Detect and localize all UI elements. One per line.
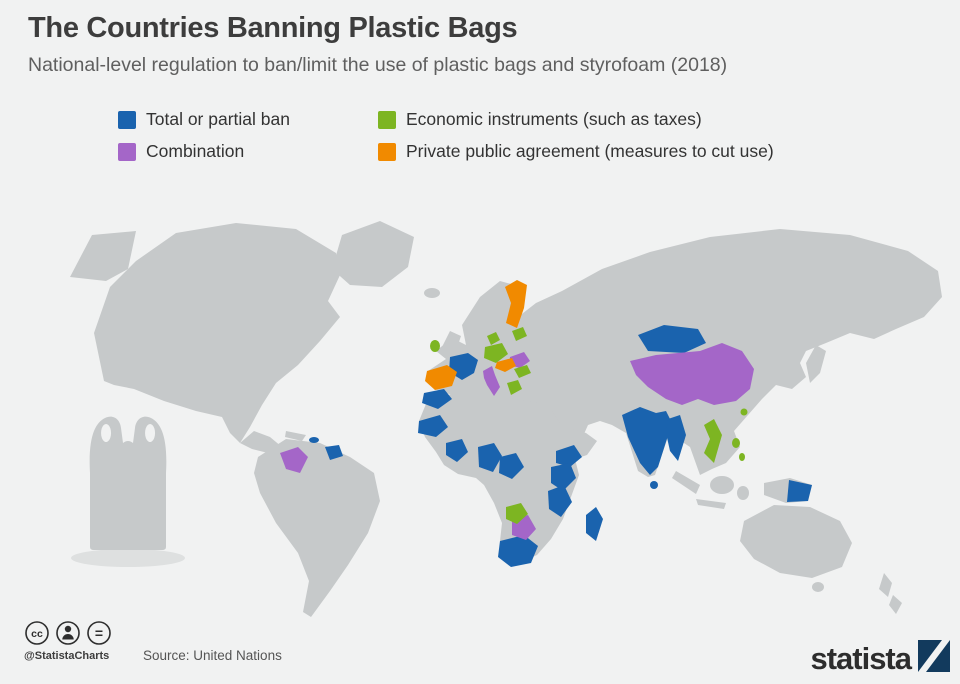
country-mauritania-senegal: [418, 415, 448, 437]
creative-commons-icons: cc =: [25, 621, 111, 645]
statista-logo-icon: [918, 640, 950, 672]
country-italy: [483, 366, 500, 396]
country-austria-hungary: [495, 358, 516, 372]
landmass-java: [696, 499, 726, 509]
landmass-north-america: [94, 223, 340, 443]
cc-by-icon: [56, 621, 80, 645]
cc-icon: [25, 621, 49, 645]
landmass-borneo: [710, 476, 734, 494]
landmass-iceland: [424, 288, 440, 298]
country-cote-divoire: [446, 439, 468, 462]
country-haiti: [309, 437, 319, 443]
country-philippines-north: [732, 438, 740, 448]
country-mongolia: [638, 325, 706, 353]
statista-wordmark: statista: [810, 641, 912, 677]
legend-item-private-public-agreement: Private public agreement (measures to cu…: [378, 141, 774, 162]
countries-total-or-partial-ban: [309, 325, 812, 567]
country-india: [622, 407, 672, 475]
country-morocco: [422, 389, 452, 409]
country-cameroon-gabon: [478, 443, 502, 472]
landmass-japan: [806, 345, 826, 383]
legend-swatch-private: [378, 142, 396, 161]
landmass-united-kingdom: [442, 331, 461, 355]
country-dr-congo: [499, 453, 524, 479]
legend-swatch-economic: [378, 110, 396, 129]
page-subtitle: National-level regulation to ban/limit t…: [28, 54, 728, 76]
statista-brand: statista: [810, 640, 950, 677]
landmass-greenland: [332, 221, 414, 287]
source-text: Source: United Nations: [143, 648, 282, 663]
country-bangladesh-myanmar: [666, 415, 686, 461]
legend-label: Private public agreement (measures to cu…: [406, 141, 774, 161]
country-mozambique-malawi: [548, 485, 572, 517]
country-sri-lanka: [650, 481, 658, 489]
legend-item-total-or-partial-ban: Total or partial ban: [118, 109, 290, 130]
landmass-new-zealand-north: [879, 573, 892, 597]
legend-item-combination: Combination: [118, 141, 244, 162]
country-zambia: [506, 503, 528, 524]
landmass-new-zealand-south: [889, 595, 902, 614]
countries-private-public-agreement: [425, 280, 527, 390]
cc-by-person-head: [64, 625, 72, 633]
plastic-bag-shadow: [71, 549, 185, 567]
cc-by-person-body: [62, 634, 74, 640]
landmass-alaska: [70, 231, 136, 281]
country-greece: [507, 380, 522, 395]
cc-icon-text: cc: [31, 628, 43, 640]
country-colombia: [280, 447, 308, 473]
country-guyana: [325, 445, 343, 460]
landmass-tasmania: [812, 582, 824, 592]
world-map: [70, 221, 942, 617]
landmass-australia: [740, 505, 852, 578]
country-philippines-south: [739, 453, 745, 461]
plastic-bag-icon: [89, 416, 167, 550]
country-ethiopia: [556, 445, 582, 467]
legend-label: Combination: [146, 141, 245, 161]
country-taiwan: [740, 408, 748, 416]
cc-nd-icon: [87, 621, 111, 645]
landmass-south-america: [254, 439, 380, 617]
page-title: The Countries Banning Plastic Bags: [28, 12, 518, 44]
country-ireland: [430, 340, 440, 352]
landmass-sumatra: [672, 471, 700, 494]
country-china: [630, 343, 754, 405]
countries-economic-instruments: [430, 327, 748, 524]
landmass-central-america: [240, 431, 282, 453]
country-finland: [505, 280, 527, 328]
country-kenya-tanzania: [551, 463, 576, 491]
cc-nd-icon-text: =: [95, 625, 103, 641]
country-denmark: [487, 332, 500, 345]
country-germany: [484, 343, 508, 363]
country-south-africa: [498, 535, 538, 567]
country-bulgaria: [514, 365, 531, 378]
landmass-africa: [419, 393, 597, 563]
legend-label: Total or partial ban: [146, 109, 290, 129]
country-spain: [425, 365, 457, 390]
landmass-sulawesi: [737, 486, 749, 500]
country-baltics: [512, 327, 527, 341]
landmass-cuba: [285, 431, 306, 441]
country-papua-new-guinea: [787, 480, 812, 502]
country-madagascar: [586, 507, 603, 541]
statista-charts-credit: @StatistaCharts: [24, 650, 110, 662]
legend-swatch-ban: [118, 110, 136, 129]
countries-combination: [280, 343, 754, 540]
legend-label: Economic instruments (such as taxes): [406, 109, 702, 129]
legend-swatch-combination: [118, 142, 136, 161]
legend-item-economic-instruments: Economic instruments (such as taxes): [378, 109, 702, 130]
country-vietnam: [704, 419, 722, 463]
